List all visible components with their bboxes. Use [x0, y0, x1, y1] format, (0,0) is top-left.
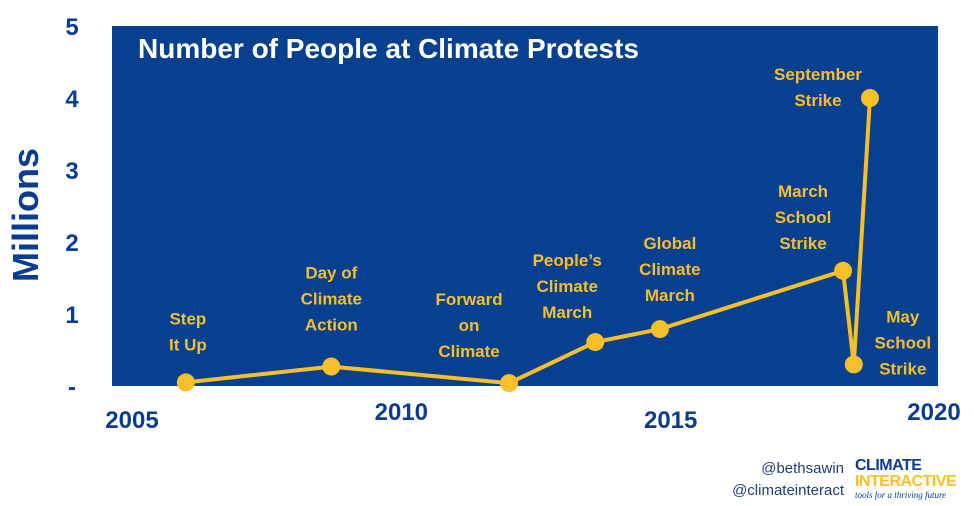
point-label: May School Strike: [874, 307, 931, 378]
y-tick-label: 5: [65, 14, 78, 41]
point-label: Global Climate March: [639, 234, 700, 305]
point-label: Forward on Climate: [436, 290, 503, 361]
credit-climateinteract: @climateinteract: [732, 482, 844, 499]
data-point: [500, 374, 519, 393]
data-point: [650, 320, 669, 339]
point-label-line: March: [778, 182, 828, 201]
point-label-line: School: [874, 333, 931, 352]
y-tick-label: -: [68, 374, 76, 401]
y-axis-label: Millions: [5, 148, 46, 282]
plot-area: [112, 26, 938, 386]
point-label-line: Climate: [537, 277, 598, 296]
logo-tagline: tools for a thriving future: [855, 490, 947, 500]
point-label: September Strike: [774, 65, 862, 110]
y-tick-labels: - 1 2 3 4 5: [65, 14, 79, 401]
point-label-line: on: [459, 316, 480, 335]
point-labels: Step It Up Day of Climate Action Forward on Cli…: [169, 65, 931, 378]
point-label-line: Global: [643, 234, 696, 253]
point-label-line: Strike: [794, 91, 841, 110]
y-tick-label: 4: [65, 86, 79, 113]
point-label-line: People’s: [533, 251, 602, 270]
data-point: [586, 333, 605, 352]
point-label-line: March: [542, 303, 592, 322]
point-label-line: It Up: [169, 335, 207, 354]
y-tick-label: 3: [65, 158, 78, 185]
data-point: [844, 355, 863, 374]
y-tick-label: 1: [65, 302, 78, 329]
point-label-line: Action: [305, 316, 358, 335]
point-label: Step It Up: [169, 309, 207, 354]
logo-line1: CLIMATE: [855, 457, 922, 474]
credit-handles: @bethsawin @climateinteract: [690, 458, 844, 502]
point-label-line: Climate: [639, 260, 700, 279]
point-label-line: School: [775, 208, 832, 227]
climate-interactive-logo: CLIMATE INTERACTIVE tools for a thriving…: [855, 458, 965, 502]
series-line: [185, 97, 872, 386]
data-point: [176, 373, 195, 392]
point-label: March School Strike: [775, 182, 832, 253]
data-points: [176, 89, 879, 393]
point-label-line: March: [645, 286, 695, 305]
data-point: [860, 89, 879, 107]
x-tick-labels: 2005 2010 2015 2020: [105, 399, 960, 434]
point-label-line: Step: [169, 309, 206, 328]
point-label-line: Climate: [301, 290, 362, 309]
chart-title: Number of People at Climate Protests: [138, 33, 639, 64]
point-label-line: Climate: [438, 342, 499, 361]
x-tick-label: 2015: [644, 407, 697, 434]
point-label-line: May: [886, 307, 920, 326]
logo-line2: INTERACTIVE: [855, 473, 957, 490]
x-tick-label: 2010: [375, 399, 428, 426]
point-label-line: Forward: [436, 290, 503, 309]
x-tick-label: 2020: [907, 399, 960, 426]
point-label-line: Strike: [779, 234, 826, 253]
point-label-line: September: [774, 65, 862, 84]
point-label: People’s Climate March: [533, 251, 602, 322]
data-point: [834, 261, 853, 280]
point-label-line: Day of: [305, 264, 357, 283]
x-tick-label: 2005: [105, 407, 158, 434]
y-tick-label: 2: [65, 230, 78, 257]
point-label: Day of Climate Action: [301, 264, 362, 335]
credit-bethsawin: @bethsawin: [761, 460, 844, 477]
point-label-line: Strike: [879, 359, 926, 378]
data-point: [322, 357, 341, 376]
